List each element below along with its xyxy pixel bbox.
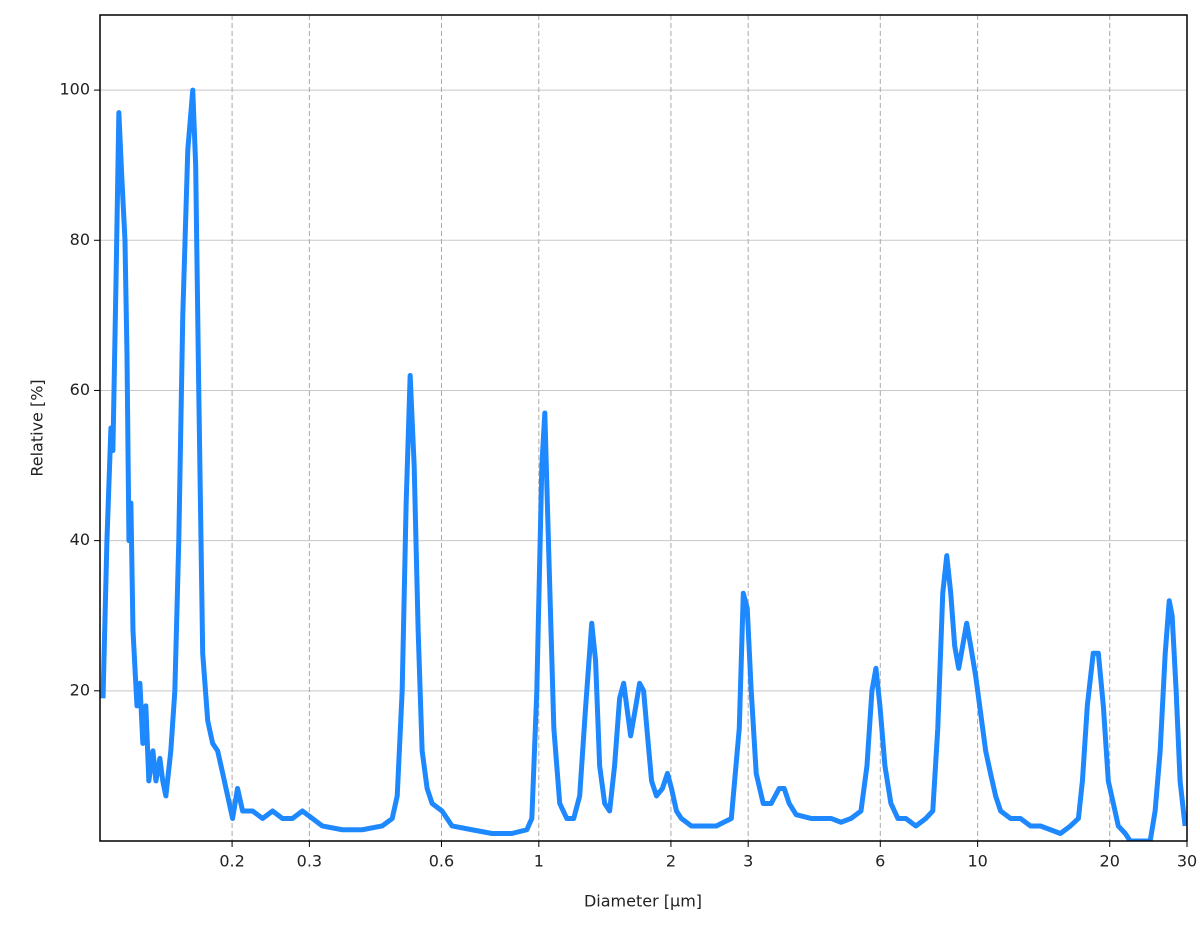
x-tick-label: 6 xyxy=(875,852,885,871)
x-tick-label: 0.6 xyxy=(429,852,454,871)
labels: 20 40 60 80 100 0.2 0.3 0.6 1 2 3 6 10 20 30 xyxy=(59,80,1197,871)
y-tick-label: 60 xyxy=(70,380,90,399)
data-line xyxy=(100,87,1187,841)
x-tick-label: 10 xyxy=(967,852,987,871)
x-tick-label: 1 xyxy=(534,852,544,871)
plot-area xyxy=(100,87,1187,841)
x-tick-label: 0.2 xyxy=(219,852,244,871)
plot-frame xyxy=(99,14,1188,842)
x-tick-label: 0.3 xyxy=(297,852,322,871)
y-tick-label: 80 xyxy=(70,230,90,249)
x-tick-label: 30 xyxy=(1177,852,1197,871)
x-tick-label: 2 xyxy=(666,852,676,871)
x-tick-label: 3 xyxy=(743,852,753,871)
y-tick-label: 20 xyxy=(70,680,90,699)
x-tick-label: 20 xyxy=(1100,852,1120,871)
y-axis-title: Relative [%] xyxy=(28,379,47,476)
x-axis-title: Diameter [µm] xyxy=(584,892,702,911)
y-tick-label: 100 xyxy=(59,80,90,99)
y-tick-label: 40 xyxy=(70,530,90,549)
